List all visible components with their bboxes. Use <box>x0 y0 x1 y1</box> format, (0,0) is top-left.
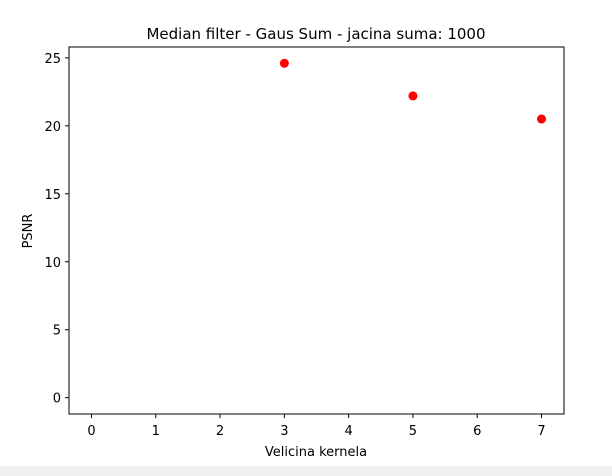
y-tick-label: 0 <box>53 392 61 407</box>
y-tick-label: 20 <box>44 120 61 135</box>
y-tick-label: 25 <box>44 52 61 67</box>
x-axis-label: Velicina kernela <box>265 445 367 460</box>
y-axis-ticks: 0 5 10 15 20 25 <box>44 52 69 407</box>
x-tick-label: 7 <box>537 424 545 439</box>
scatter-point <box>408 91 418 101</box>
x-tick-label: 2 <box>216 424 224 439</box>
x-tick-label: 4 <box>345 424 353 439</box>
y-tick-label: 10 <box>44 256 61 271</box>
x-tick-label: 5 <box>409 424 417 439</box>
y-tick-label: 15 <box>44 188 61 203</box>
x-tick-label: 6 <box>473 424 481 439</box>
x-tick-label: 3 <box>280 424 288 439</box>
window-bottom-strip <box>0 466 612 476</box>
x-tick-label: 0 <box>87 424 95 439</box>
plot-area-frame <box>68 46 565 415</box>
x-axis-ticks: 0 1 2 3 4 5 6 7 <box>87 414 546 439</box>
scatter-point <box>537 114 546 124</box>
scatter-point <box>279 58 289 68</box>
data-points <box>279 58 546 124</box>
x-tick-label: 1 <box>152 424 160 439</box>
chart-title: Median filter - Gaus Sum - jacina suma: … <box>146 25 485 43</box>
y-tick-label: 5 <box>53 324 61 339</box>
y-axis-label: PSNR <box>21 214 36 249</box>
